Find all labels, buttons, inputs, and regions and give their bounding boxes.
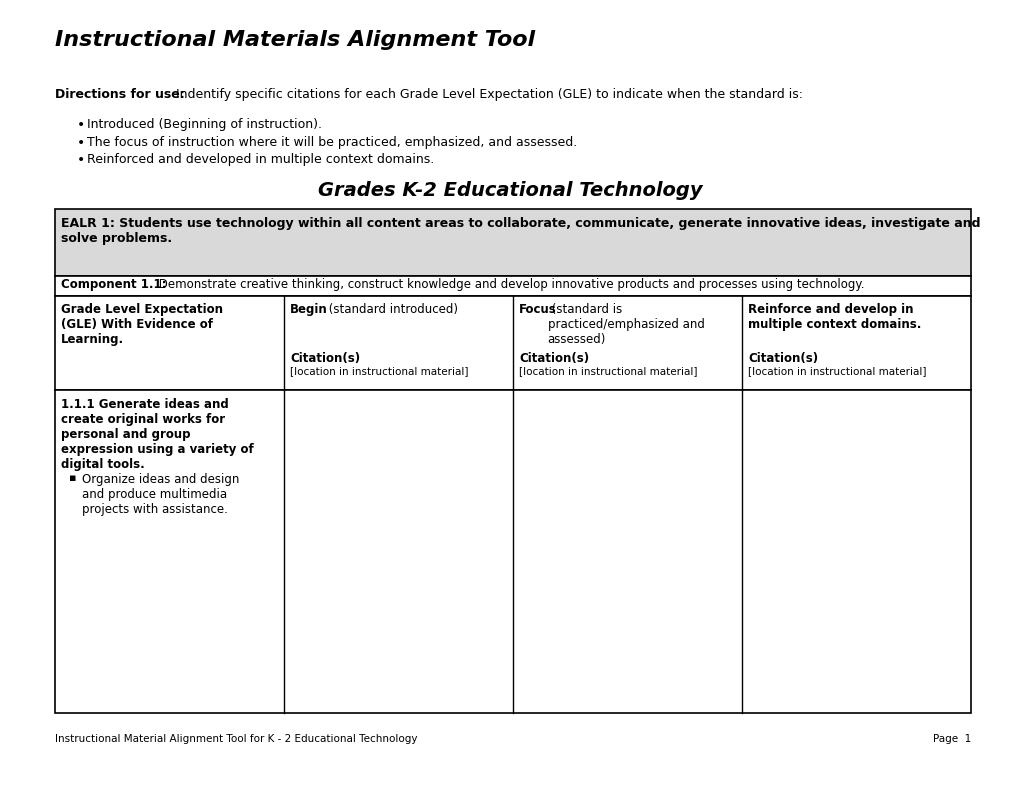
- Text: (standard is
practiced/emphasized and
assessed): (standard is practiced/emphasized and as…: [547, 303, 704, 347]
- Text: Directions for use:: Directions for use:: [55, 88, 184, 101]
- Text: Citation(s): Citation(s): [289, 352, 360, 365]
- Text: •: •: [76, 153, 85, 167]
- Text: Demonstrate creative thinking, construct knowledge and develop innovative produc: Demonstrate creative thinking, construct…: [155, 278, 864, 291]
- Text: EALR 1: Students use technology within all content areas to collaborate, communi: EALR 1: Students use technology within a…: [61, 217, 979, 245]
- Text: Grades K-2 Educational Technology: Grades K-2 Educational Technology: [317, 181, 702, 200]
- Text: Begin: Begin: [289, 303, 328, 316]
- Text: [location in instructional material]: [location in instructional material]: [519, 366, 697, 377]
- Text: Citation(s): Citation(s): [519, 352, 589, 365]
- Text: Introduced (Beginning of instruction).: Introduced (Beginning of instruction).: [87, 118, 321, 131]
- Text: [location in instructional material]: [location in instructional material]: [748, 366, 926, 377]
- Text: Organize ideas and design
and produce multimedia
projects with assistance.: Organize ideas and design and produce mu…: [82, 473, 238, 516]
- Text: ▪: ▪: [69, 473, 76, 483]
- Text: •: •: [76, 118, 85, 132]
- Text: Focus: Focus: [519, 303, 556, 316]
- Text: Reinforce and develop in
multiple context domains.: Reinforce and develop in multiple contex…: [748, 303, 920, 332]
- Text: •: •: [76, 136, 85, 150]
- Text: Grade Level Expectation
(GLE) With Evidence of
Learning.: Grade Level Expectation (GLE) With Evide…: [61, 303, 223, 347]
- Text: Reinforced and developed in multiple context domains.: Reinforced and developed in multiple con…: [87, 153, 433, 165]
- Text: Instructional Materials Alignment Tool: Instructional Materials Alignment Tool: [55, 30, 535, 50]
- Text: Component 1.1:: Component 1.1:: [61, 278, 166, 291]
- Text: Indentify specific citations for each Grade Level Expectation (GLE) to indicate : Indentify specific citations for each Gr…: [172, 88, 803, 101]
- Text: Page  1: Page 1: [932, 734, 970, 745]
- Text: (standard introduced): (standard introduced): [324, 303, 458, 316]
- Text: The focus of instruction where it will be practiced, emphasized, and assessed.: The focus of instruction where it will b…: [87, 136, 577, 148]
- Text: 1.1.1 Generate ideas and
create original works for
personal and group
expression: 1.1.1 Generate ideas and create original…: [61, 398, 254, 471]
- Text: [location in instructional material]: [location in instructional material]: [289, 366, 469, 377]
- Text: Citation(s): Citation(s): [748, 352, 817, 365]
- Text: Instructional Material Alignment Tool for K - 2 Educational Technology: Instructional Material Alignment Tool fo…: [55, 734, 417, 745]
